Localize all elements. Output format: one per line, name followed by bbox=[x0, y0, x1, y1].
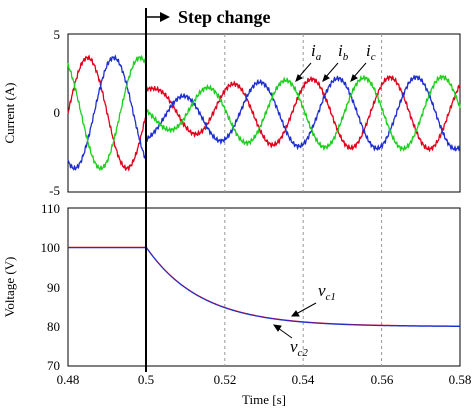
voltage-ytick-110: 110 bbox=[41, 201, 60, 216]
current-curves bbox=[67, 54, 461, 172]
current-series-i_b bbox=[67, 54, 461, 171]
legend-vc1: vc1 bbox=[318, 281, 336, 303]
xtick-0.56: 0.56 bbox=[371, 372, 394, 387]
xtick-0.58: 0.58 bbox=[449, 372, 472, 387]
xtick-0.5: 0.5 bbox=[138, 372, 154, 387]
voltage-legend-arrows bbox=[272, 302, 317, 339]
arrowhead-ic bbox=[350, 74, 358, 82]
current-ytick-5: 5 bbox=[54, 27, 61, 42]
arrow-ib bbox=[324, 62, 339, 79]
current-ytick-0: 0 bbox=[54, 105, 61, 120]
arrow-vc2 bbox=[277, 327, 293, 339]
arrowhead-vc1 bbox=[290, 310, 300, 317]
step-change-arrowhead bbox=[160, 12, 170, 22]
legend-ia: ia bbox=[311, 41, 322, 63]
current-series-i_a bbox=[67, 54, 461, 172]
step-change-label: Step change bbox=[178, 7, 271, 27]
voltage-ytick-90: 90 bbox=[47, 280, 60, 295]
legend-ib: ib bbox=[338, 41, 349, 63]
arrow-ic bbox=[352, 62, 367, 79]
xtick-0.48: 0.48 bbox=[57, 372, 80, 387]
voltage-curves bbox=[68, 246, 461, 327]
arrowhead-ia bbox=[295, 74, 303, 82]
voltage-ylabel: Voltage (V) bbox=[2, 257, 17, 318]
voltage-ytick-100: 100 bbox=[41, 240, 61, 255]
arrowhead-ib bbox=[322, 74, 330, 82]
current-ylabel: Current (A) bbox=[2, 82, 17, 143]
voltage-plot-frame bbox=[67, 207, 461, 367]
legend-arrows bbox=[295, 62, 367, 82]
current-panel: 5 0 -5 Current (A) ia ib ic bbox=[2, 27, 461, 198]
current-series-i_c bbox=[67, 54, 461, 172]
voltage-series-v_c2 bbox=[68, 247, 461, 327]
arrowhead-vc2 bbox=[272, 324, 282, 332]
current-gridlines bbox=[224, 34, 383, 192]
voltage-xlabel: Time [s] bbox=[242, 392, 286, 407]
voltage-panel: 110 100 90 80 70 Voltage (V) 0.48 0.5 0.… bbox=[2, 201, 471, 407]
arrow-ia bbox=[297, 62, 312, 79]
arrow-vc1 bbox=[295, 302, 317, 315]
voltage-ytick-80: 80 bbox=[47, 319, 60, 334]
legend-vc2: vc2 bbox=[290, 337, 308, 359]
voltage-ytick-70: 70 bbox=[47, 358, 60, 373]
voltage-gridlines bbox=[224, 208, 383, 366]
current-ytick-minus5: -5 bbox=[49, 183, 60, 198]
legend-ic: ic bbox=[366, 41, 376, 63]
xtick-0.52: 0.52 bbox=[214, 372, 237, 387]
step-change-annotation: Step change bbox=[145, 7, 271, 372]
xtick-0.54: 0.54 bbox=[292, 372, 315, 387]
